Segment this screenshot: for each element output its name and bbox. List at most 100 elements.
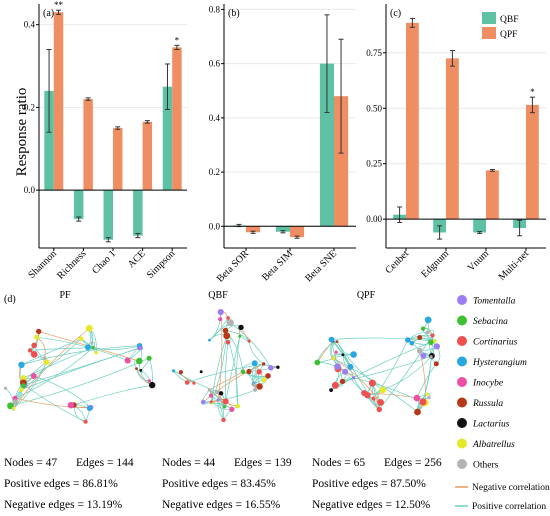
- y-tick-label: 0.8: [209, 4, 221, 14]
- network-node: [376, 406, 382, 413]
- network-node: [184, 380, 190, 385]
- network-edge: [13, 328, 90, 409]
- network-node: [218, 317, 223, 322]
- network-node: [424, 316, 432, 324]
- network-edges: [5, 328, 153, 423]
- category-label: Vnum: [466, 248, 492, 274]
- network-node: [137, 345, 142, 351]
- y-tick-label: 0.4: [24, 20, 36, 30]
- network-edge: [33, 375, 92, 408]
- network-title: QBF: [208, 290, 228, 301]
- panel-d-label: (d): [4, 294, 16, 305]
- category-label: Beta SIM: [260, 248, 295, 283]
- network-node: [368, 379, 376, 387]
- network-node: [90, 341, 94, 345]
- network-node: [136, 357, 143, 365]
- network-node: [149, 381, 156, 389]
- bar-qbf-shannon: [44, 90, 54, 191]
- nodes-count-qbf: Nodes = 44: [162, 457, 215, 469]
- network-edge: [225, 330, 250, 342]
- network-node: [30, 351, 38, 358]
- edges-count-qbf: Edges = 139: [234, 457, 292, 469]
- network-node: [341, 353, 345, 357]
- network-edge: [202, 363, 264, 403]
- network-node: [209, 393, 213, 398]
- legend-swatch-qpf: [482, 27, 496, 39]
- network-node: [427, 395, 431, 400]
- network-edge: [209, 371, 244, 391]
- network-node: [238, 334, 242, 338]
- panel-label: (b): [228, 8, 240, 19]
- network-node: [379, 386, 387, 394]
- network-node: [328, 336, 335, 343]
- y-tick-label: 0.75: [366, 48, 382, 58]
- network-node: [147, 379, 151, 383]
- bar-qpf-cenbet: [406, 22, 419, 220]
- edges-count-qpf: Edges = 256: [384, 457, 442, 469]
- network-node: [3, 386, 8, 390]
- bar-qpf-richness: [83, 99, 93, 191]
- network-node: [430, 333, 435, 338]
- network-node: [417, 335, 423, 340]
- negative-edges-pf: Negative edges = 13.19%: [4, 499, 123, 511]
- network-edge: [416, 363, 437, 399]
- category-label: Cenbet: [383, 248, 411, 276]
- bar-qbf-beta-sne: [319, 63, 334, 227]
- taxon-swatch-albatrellus: [457, 438, 467, 449]
- category-label: Multi-net: [497, 248, 532, 283]
- taxon-label: Inocybe: [472, 379, 503, 389]
- network-node: [235, 403, 241, 409]
- network-node: [428, 339, 434, 346]
- network-edge: [373, 339, 409, 399]
- network-node: [262, 362, 266, 366]
- edge-legend: Negative correlation Positive correlation: [455, 483, 550, 512]
- network-node: [246, 368, 252, 375]
- network-node: [146, 355, 152, 361]
- network-node: [178, 370, 183, 375]
- network-node: [222, 398, 229, 405]
- network-node: [261, 377, 267, 383]
- significance-mark: *: [530, 87, 535, 97]
- network-node: [419, 398, 427, 406]
- network-edge: [203, 389, 256, 403]
- edges-count-pf: Edges = 144: [76, 457, 134, 469]
- bar-qpf-chao-1: [113, 128, 123, 191]
- network-edge: [21, 338, 82, 366]
- network-node: [91, 345, 95, 350]
- network-node: [425, 392, 429, 396]
- category-label: ACE: [126, 248, 148, 270]
- network-nodes: [314, 316, 440, 416]
- positive-edges-pf: Positive edges = 86.81%: [4, 478, 118, 490]
- network-node: [222, 327, 229, 334]
- network-node: [256, 369, 262, 375]
- network-node: [217, 309, 224, 316]
- panel-b: 0.0 0.2 0.4 0.6 0.8 Beta SOR Beta SIM Beta SNE (…: [209, 4, 356, 285]
- network-node: [314, 359, 321, 366]
- network-node: [276, 365, 280, 369]
- network-graphs: PF QBF QPF: [3, 290, 441, 424]
- network-nodes: [3, 324, 156, 424]
- network-edge: [10, 357, 150, 407]
- bar-qpf-beta-sim: [290, 226, 305, 238]
- network-edge: [30, 347, 94, 351]
- network-node: [347, 363, 354, 370]
- network-node: [251, 360, 258, 367]
- network-edge: [73, 384, 153, 406]
- network-node: [20, 375, 27, 381]
- network-node: [43, 359, 50, 366]
- network-node: [229, 406, 235, 412]
- bar-qbf-chao-1: [103, 190, 113, 240]
- network-edge: [21, 347, 140, 391]
- taxon-label: Others: [473, 461, 499, 471]
- network-edge: [15, 397, 91, 408]
- network-node: [335, 340, 339, 343]
- nodes-count-qpf: Nodes = 65: [312, 457, 365, 469]
- network-node: [42, 356, 47, 360]
- network-node: [11, 406, 16, 411]
- network-node: [334, 363, 341, 370]
- network-edge: [33, 338, 82, 377]
- network-stats: Nodes = 47 Edges = 144 Positive edges = 86…: [4, 457, 442, 511]
- network-edge: [136, 368, 153, 386]
